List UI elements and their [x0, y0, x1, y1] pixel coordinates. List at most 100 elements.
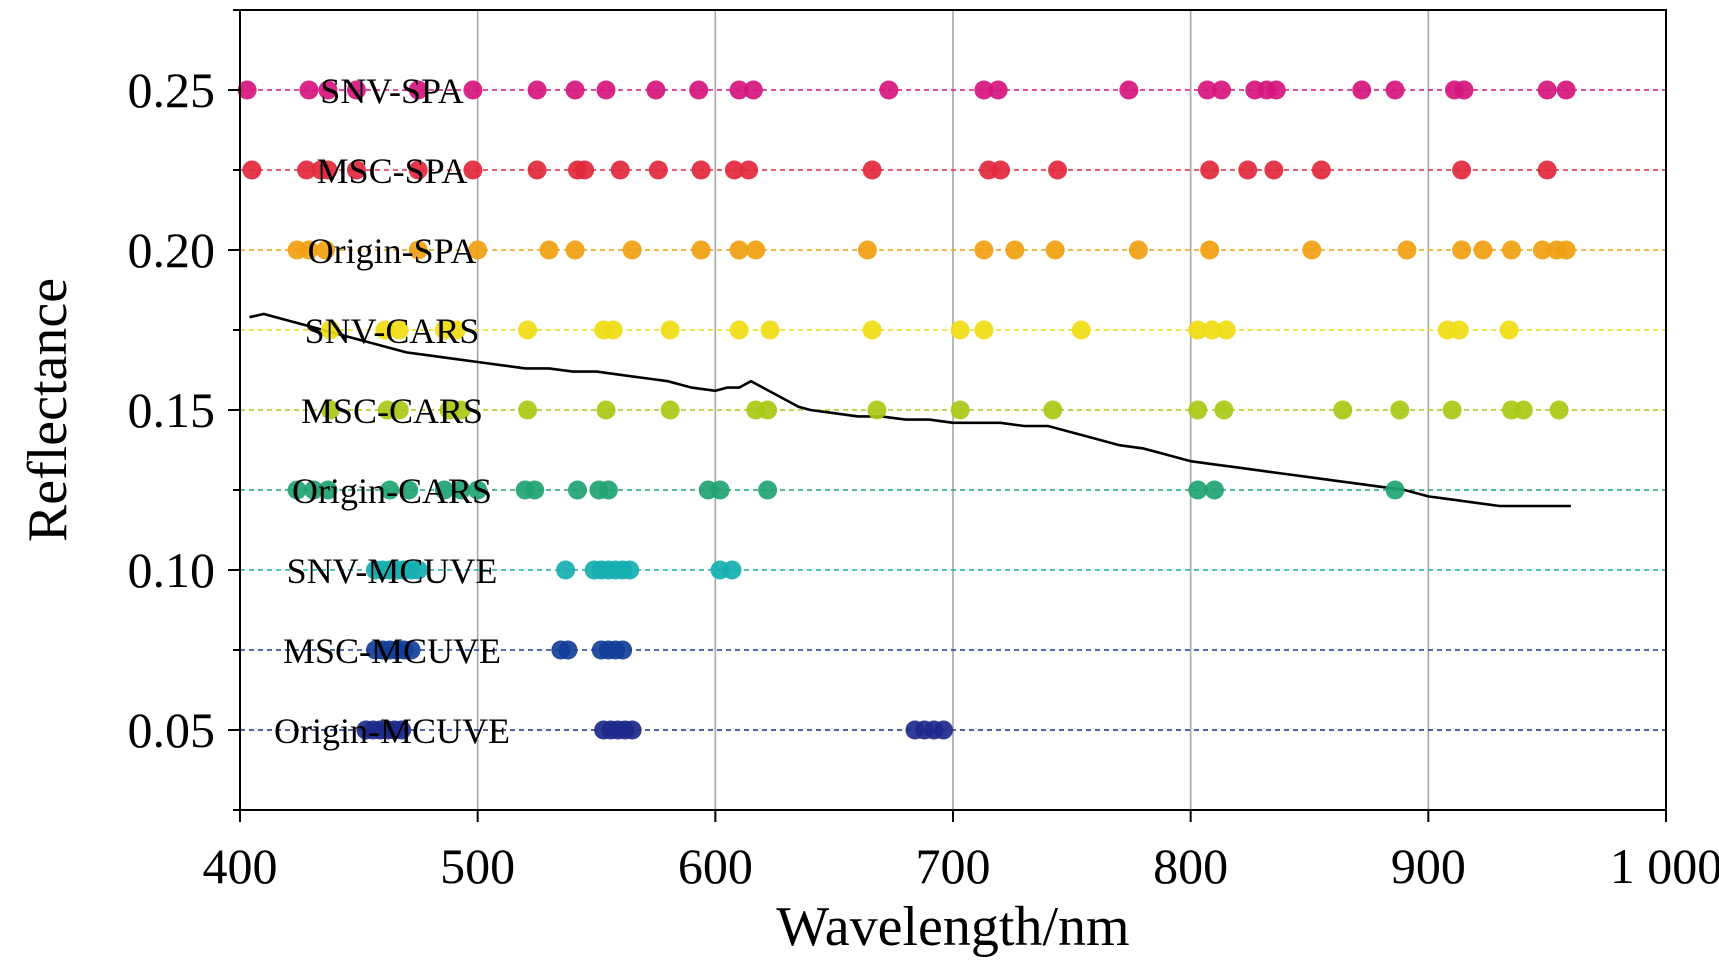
series-label-msc-spa: MSC-SPA — [317, 151, 468, 191]
point-msc-spa — [862, 160, 882, 180]
point-origin-spa — [1397, 240, 1417, 260]
point-msc-cars — [758, 400, 778, 420]
point-msc-spa — [318, 160, 338, 180]
point-origin-spa — [691, 240, 711, 260]
point-msc-spa — [1311, 160, 1331, 180]
point-origin-spa — [299, 240, 319, 260]
point-msc-spa — [408, 160, 428, 180]
x-tick-label: 800 — [1153, 838, 1228, 894]
point-snv-mcuve — [556, 560, 576, 580]
point-snv-spa — [1352, 80, 1372, 100]
point-origin-spa — [729, 240, 749, 260]
point-origin-spa — [622, 240, 642, 260]
point-origin-spa — [1005, 240, 1025, 260]
point-origin-cars — [318, 480, 338, 500]
point-msc-cars — [518, 400, 538, 420]
x-axis-ticks: 400 500 600 700 800 900 1 000 — [203, 810, 1719, 894]
point-origin-cars — [287, 480, 307, 500]
point-snv-spa — [974, 80, 994, 100]
point-snv-spa — [318, 80, 338, 100]
point-msc-mcuve — [401, 640, 421, 660]
point-snv-spa — [565, 80, 585, 100]
point-snv-spa — [408, 80, 428, 100]
y-tick-label: 0.20 — [128, 222, 216, 278]
series-label-snv-cars: SNV-CARS — [305, 311, 480, 351]
point-msc-cars — [1513, 400, 1533, 420]
x-tick-label: 600 — [678, 838, 753, 894]
point-msc-spa — [991, 160, 1011, 180]
point-msc-cars — [1214, 400, 1234, 420]
point-origin-mcuve — [392, 720, 412, 740]
point-msc-spa — [648, 160, 668, 180]
point-msc-cars — [1549, 400, 1569, 420]
point-snv-cars — [1188, 320, 1208, 340]
y-tick-label: 0.10 — [128, 542, 216, 598]
point-snv-cars — [1449, 320, 1469, 340]
x-axis-title: Wavelength/nm — [776, 896, 1129, 958]
reflectance-spectrum-line — [249, 312, 1571, 508]
point-msc-cars — [1390, 400, 1410, 420]
point-msc-spa — [1238, 160, 1258, 180]
point-msc-cars — [660, 400, 680, 420]
point-snv-mcuve — [408, 560, 428, 580]
point-snv-cars — [862, 320, 882, 340]
point-snv-spa — [299, 80, 319, 100]
point-msc-spa — [691, 160, 711, 180]
point-snv-cars — [375, 320, 395, 340]
point-snv-cars — [603, 320, 623, 340]
point-snv-spa — [743, 80, 763, 100]
point-origin-spa — [857, 240, 877, 260]
point-snv-spa — [346, 80, 366, 100]
y-tick-label: 0.05 — [128, 702, 216, 758]
point-snv-cars — [974, 320, 994, 340]
series-label-origin-mcuve: Origin-MCUVE — [274, 711, 510, 751]
point-origin-spa — [1128, 240, 1148, 260]
point-origin-cars — [434, 480, 454, 500]
point-origin-spa — [408, 240, 428, 260]
point-snv-spa — [1454, 80, 1474, 100]
point-origin-cars — [1385, 480, 1405, 500]
point-origin-spa — [1200, 240, 1220, 260]
point-snv-cars — [950, 320, 970, 340]
point-snv-spa — [689, 80, 709, 100]
point-snv-cars — [446, 320, 466, 340]
point-origin-spa — [1473, 240, 1493, 260]
point-origin-cars — [468, 480, 488, 500]
point-origin-spa — [1502, 240, 1522, 260]
point-msc-cars — [596, 400, 616, 420]
point-msc-spa — [463, 160, 483, 180]
point-msc-mcuve — [613, 640, 633, 660]
point-origin-cars — [304, 480, 324, 500]
point-snv-spa — [1537, 80, 1557, 100]
point-msc-cars — [451, 400, 471, 420]
point-snv-cars — [1499, 320, 1519, 340]
x-tick-label: 500 — [440, 838, 515, 894]
x-tick-label: 1 000 — [1610, 838, 1719, 894]
point-msc-spa — [1048, 160, 1068, 180]
point-snv-mcuve — [620, 560, 640, 580]
point-snv-spa — [879, 80, 899, 100]
point-origin-cars — [1204, 480, 1224, 500]
point-origin-cars — [451, 480, 471, 500]
series-label-origin-spa: Origin-SPA — [308, 231, 477, 271]
point-origin-cars — [758, 480, 778, 500]
point-snv-cars — [1216, 320, 1236, 340]
series-label-msc-mcuve: MSC-MCUVE — [283, 631, 501, 671]
x-tick-label: 700 — [916, 838, 991, 894]
point-msc-spa — [346, 160, 366, 180]
x-tick-label: 900 — [1391, 838, 1466, 894]
point-msc-spa — [1200, 160, 1220, 180]
point-origin-spa — [565, 240, 585, 260]
point-msc-spa — [1537, 160, 1557, 180]
point-msc-spa — [739, 160, 759, 180]
point-msc-cars — [389, 400, 409, 420]
point-origin-cars — [525, 480, 545, 500]
point-msc-spa — [242, 160, 262, 180]
point-msc-spa — [527, 160, 547, 180]
point-snv-spa — [527, 80, 547, 100]
point-snv-spa — [237, 80, 257, 100]
point-msc-cars — [320, 400, 340, 420]
point-snv-cars — [760, 320, 780, 340]
